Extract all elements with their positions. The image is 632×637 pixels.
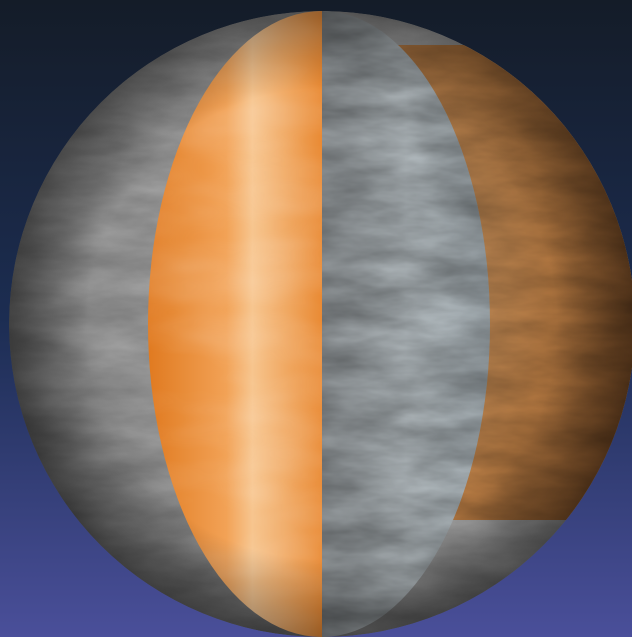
limb-shading — [9, 11, 632, 637]
planet — [9, 11, 632, 637]
